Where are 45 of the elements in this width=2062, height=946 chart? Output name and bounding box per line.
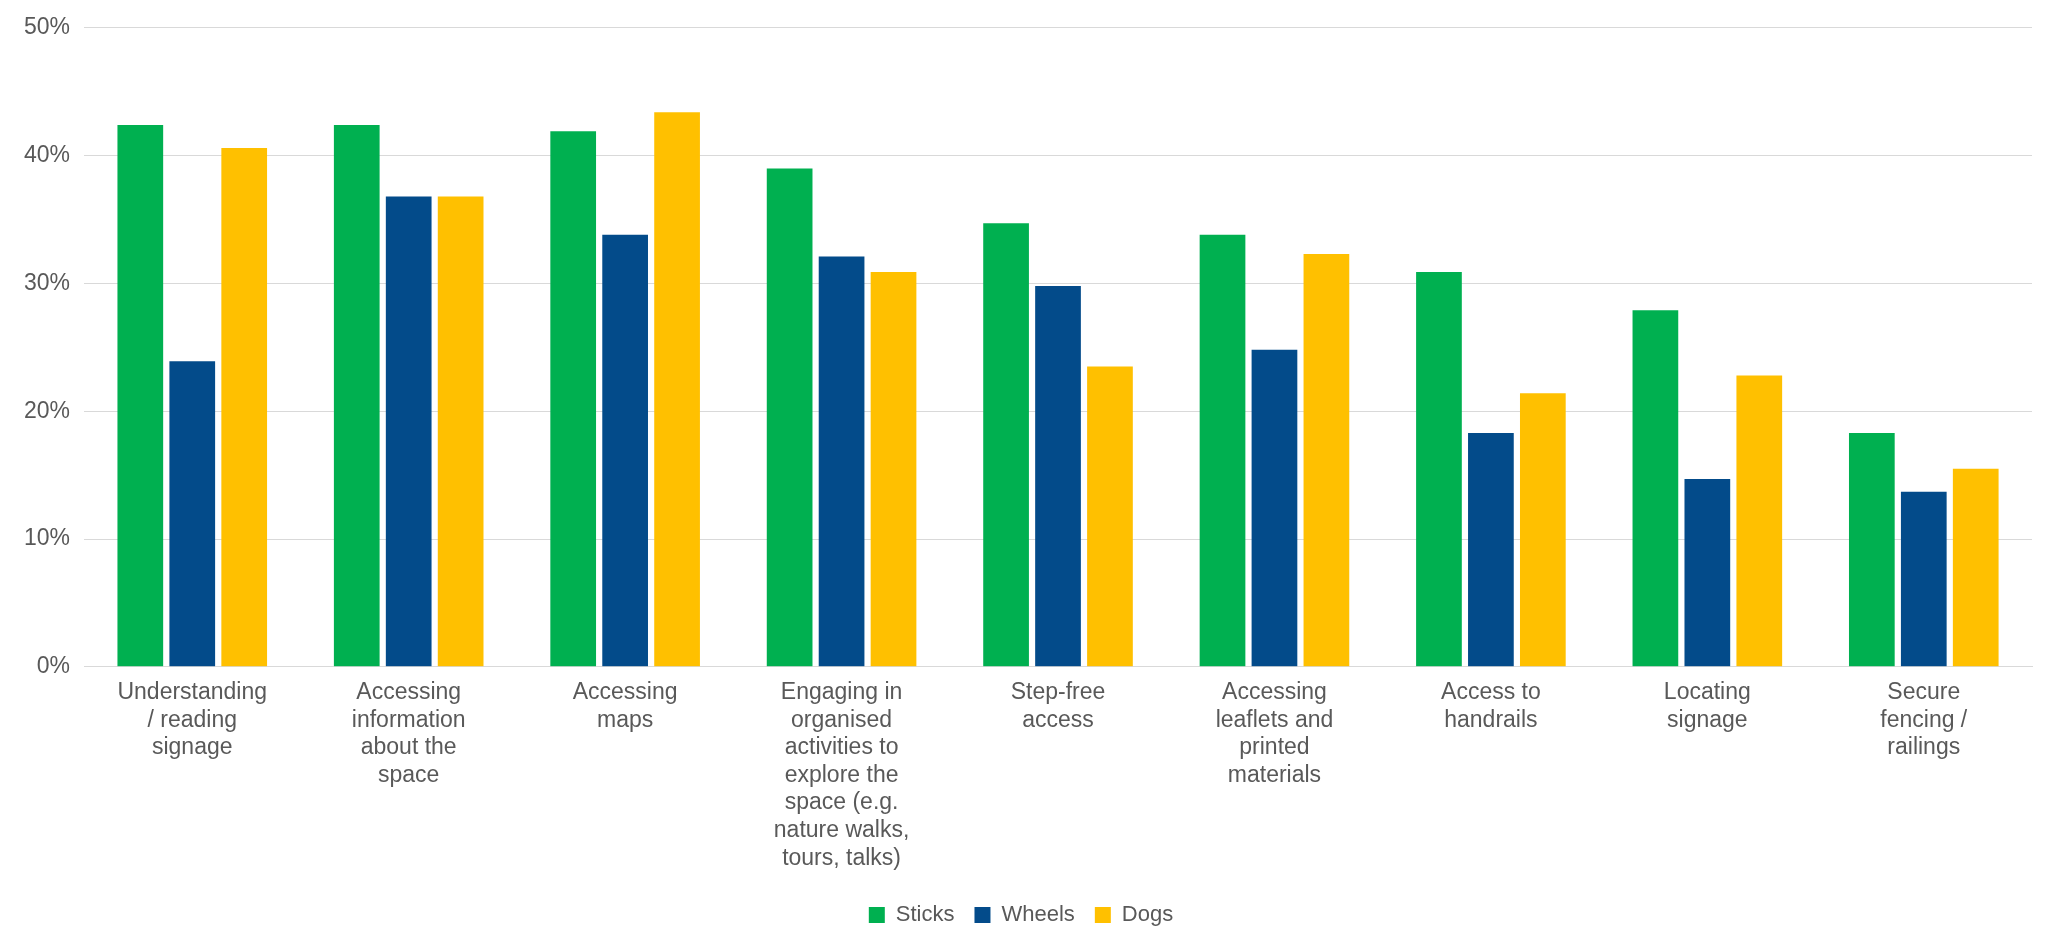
x-tick-label: Step-free access (1010, 677, 1106, 732)
bar (1416, 271, 1462, 667)
y-tick-label: 10% (23, 524, 71, 551)
bar (1684, 478, 1731, 667)
bar (1035, 285, 1081, 667)
bar (333, 124, 380, 667)
y-tick-label: 30% (23, 268, 71, 295)
legend-label: Dogs (1121, 901, 1174, 927)
bar (1952, 468, 1999, 667)
y-tick-label: 50% (23, 13, 71, 40)
bar (1468, 432, 1514, 667)
bar (1519, 393, 1566, 667)
bar (1303, 254, 1350, 667)
bar (654, 112, 700, 667)
x-tick-label: Understanding / reading signage (117, 677, 268, 760)
x-tick-label: Accessing leaflets and printed materials (1215, 677, 1334, 787)
bar (221, 147, 268, 667)
bar (602, 234, 648, 667)
x-tick-label: Engaging in organised activities to explore the space (e.g. nature walks, tours, talks) (773, 677, 910, 870)
bar (550, 131, 597, 667)
bar (385, 196, 432, 667)
x-tick-label: Secure fencing / railings (1880, 677, 1968, 760)
bar (1900, 491, 1947, 667)
bar (818, 256, 865, 667)
bar (983, 223, 1029, 667)
bar (766, 168, 813, 667)
bar (1736, 375, 1783, 667)
bar (1199, 234, 1246, 667)
bar (1632, 310, 1679, 667)
legend-label: Wheels (1001, 901, 1075, 927)
bar (169, 361, 216, 667)
bar (1251, 349, 1298, 667)
legend-label: Sticks (895, 901, 955, 927)
bar (437, 196, 484, 667)
bar (117, 124, 164, 667)
y-tick-label: 0% (36, 652, 71, 679)
x-tick-label: Accessing information about the space (351, 677, 466, 787)
x-tick-label: Accessing maps (572, 677, 678, 732)
bar (870, 271, 917, 667)
bar (1848, 432, 1895, 667)
x-tick-label: Access to handrails (1441, 677, 1541, 732)
x-tick-label: Locating signage (1663, 677, 1751, 732)
y-tick-label: 20% (23, 396, 71, 423)
y-tick-label: 40% (23, 140, 71, 167)
bar (1087, 366, 1133, 667)
